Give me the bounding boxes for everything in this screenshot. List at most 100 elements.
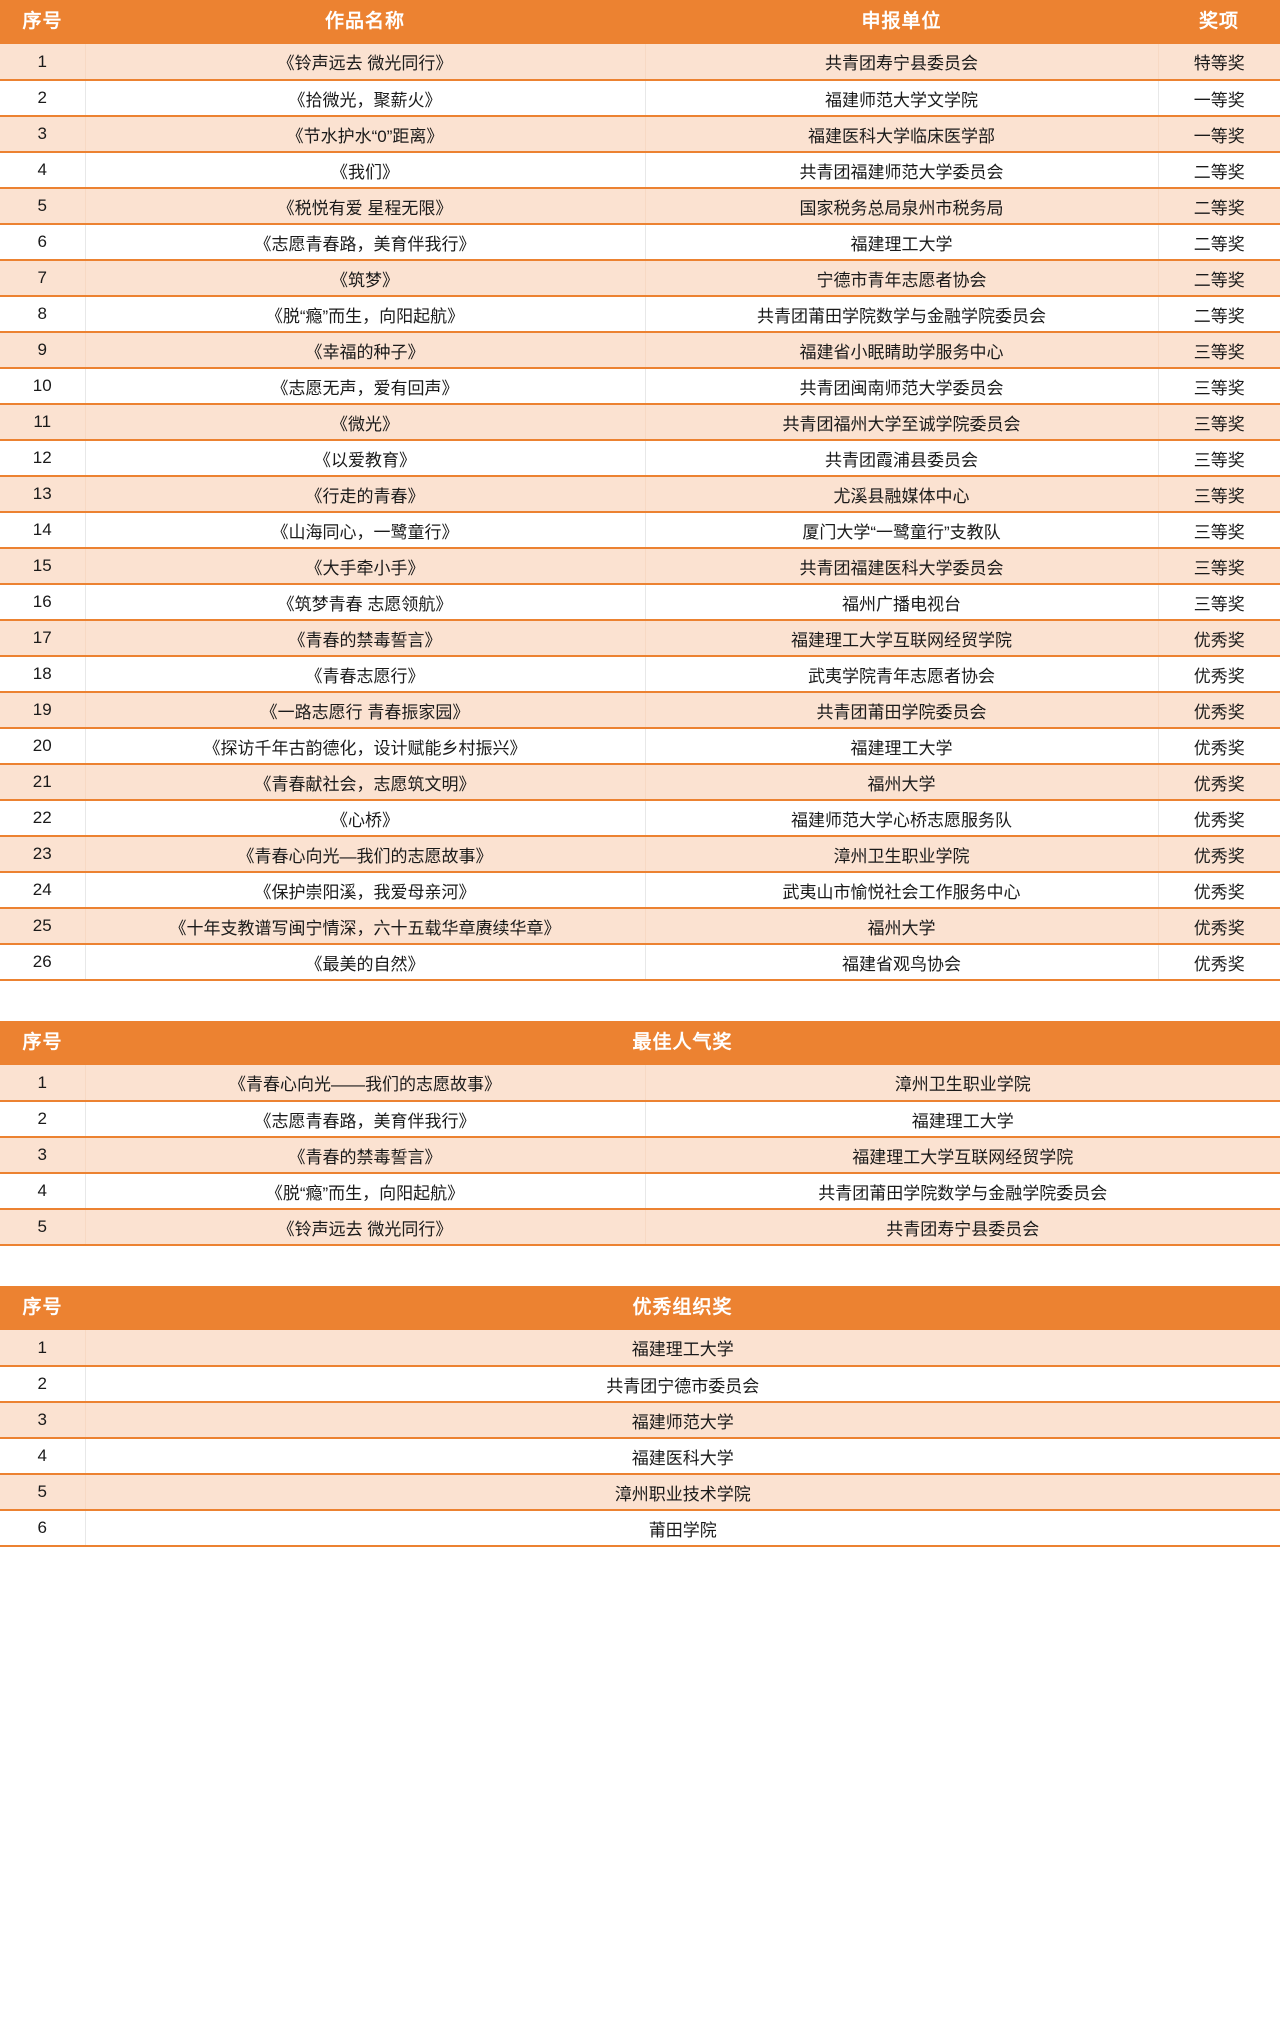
cell-award-level: 二等奖 (1158, 224, 1280, 261)
cell-index: 12 (0, 440, 86, 477)
cell-work-title: 《青春志愿行》 (85, 656, 646, 693)
cell-award-level: 二等奖 (1158, 152, 1280, 189)
cell-declaring-unit: 福建省观鸟协会 (645, 944, 1159, 981)
cell-index: 3 (0, 116, 86, 153)
cell-index: 11 (0, 404, 86, 441)
organization-award-header: 序号 优秀组织奖 (0, 1286, 1280, 1330)
table-row: 2 共青团宁德市委员会 (0, 1366, 1280, 1403)
cell-work-title: 《大手牵小手》 (85, 548, 646, 585)
cell-award-level: 二等奖 (1158, 296, 1280, 333)
cell-work-title: 《心桥》 (85, 800, 646, 837)
popularity-award-body: 1 《青春心向光——我们的志愿故事》 漳州卫生职业学院 2 《志愿青春路，美育伴我行》福… (0, 1065, 1280, 1246)
main-awards-body: 1 《铃声远去 微光同行》 共青团寿宁县委员会 特等奖 2 《拾微光，聚薪火》 福建师范大学… (0, 44, 1280, 981)
cell-work-title: 《志愿青春路，美育伴我行》 (85, 1101, 646, 1138)
cell-index: 3 (0, 1402, 86, 1439)
cell-index: 1 (0, 1065, 86, 1102)
table-row: 10 《志愿无声，爱有回声》 共青团闽南师范大学委员会 三等奖 (0, 368, 1280, 405)
cell-declaring-unit: 福建师范大学心桥志愿服务队 (645, 800, 1159, 837)
cell-work-title: 《铃声远去 微光同行》 (85, 44, 646, 81)
cell-index: 21 (0, 764, 86, 801)
cell-declaring-unit: 福建师范大学文学院 (645, 80, 1159, 117)
cell-award-level: 优秀奖 (1158, 872, 1280, 909)
cell-award-level: 优秀奖 (1158, 944, 1280, 981)
cell-index: 1 (0, 1330, 86, 1367)
cell-declaring-unit: 厦门大学“一鹭童行”支教队 (645, 512, 1159, 549)
table-row: 3 《青春的禁毒誓言》 福建理工大学互联网经贸学院 (0, 1137, 1280, 1174)
table-row: 15 《大手牵小手》 共青团福建医科大学委员会 三等奖 (0, 548, 1280, 585)
table-row: 16 《筑梦青春 志愿领航》 福州广播电视台 三等奖 (0, 584, 1280, 621)
table-row: 18 《青春志愿行》 武夷学院青年志愿者协会 优秀奖 (0, 656, 1280, 693)
cell-declaring-unit: 共青团莆田学院数学与金融学院委员会 (645, 296, 1159, 333)
cell-work-title: 《山海同心，一鹭童行》 (85, 512, 646, 549)
table-row: 7 《筑梦》 宁德市青年志愿者协会 二等奖 (0, 260, 1280, 297)
cell-index: 4 (0, 152, 86, 189)
cell-work-title: 《以爱教育》 (85, 440, 646, 477)
cell-award-level: 一等奖 (1158, 80, 1280, 117)
cell-work-title: 《节水护水“0”距离》 (85, 116, 646, 153)
table-row: 14 《山海同心，一鹭童行》 厦门大学“一鹭童行”支教队 三等奖 (0, 512, 1280, 549)
cell-work-title: 《脱“瘾”而生，向阳起航》 (85, 296, 646, 333)
cell-work-title: 《青春的禁毒誓言》 (85, 1137, 646, 1174)
cell-index: 25 (0, 908, 86, 945)
column-header-unit: 申报单位 (645, 0, 1158, 44)
table-row: 25 《十年支教谱写闽宁情深，六十五载华章赓续华章》 福州大学 优秀奖 (0, 908, 1280, 945)
cell-index: 2 (0, 80, 86, 117)
table-row: 13 《行走的青春》 尤溪县融媒体中心 三等奖 (0, 476, 1280, 513)
table-row: 17 《青春的禁毒誓言》 福建理工大学互联网经贸学院 优秀奖 (0, 620, 1280, 657)
cell-work-title: 《筑梦青春 志愿领航》 (85, 584, 646, 621)
cell-work-title: 《青春献社会，志愿筑文明》 (85, 764, 646, 801)
popularity-award-table: 序号 最佳人气奖 1 《青春心向光——我们的志愿故事》 漳州卫生职业学院 2 《志愿青春… (0, 1021, 1280, 1246)
cell-declaring-unit: 福建省小眠睛助学服务中心 (645, 332, 1159, 369)
cell-organization-name: 漳州职业技术学院 (85, 1474, 1280, 1511)
cell-declaring-unit: 共青团寿宁县委员会 (645, 1209, 1280, 1246)
cell-declaring-unit: 宁德市青年志愿者协会 (645, 260, 1159, 297)
cell-index: 23 (0, 836, 86, 873)
cell-work-title: 《一路志愿行 青春振家园》 (85, 692, 646, 729)
cell-index: 16 (0, 584, 86, 621)
cell-index: 4 (0, 1173, 86, 1210)
cell-work-title: 《筑梦》 (85, 260, 646, 297)
cell-organization-name: 福建医科大学 (85, 1438, 1280, 1475)
popularity-award-header: 序号 最佳人气奖 (0, 1021, 1280, 1065)
cell-award-level: 优秀奖 (1158, 656, 1280, 693)
cell-index: 5 (0, 1474, 86, 1511)
table-row: 21 《青春献社会，志愿筑文明》 福州大学 优秀奖 (0, 764, 1280, 801)
cell-declaring-unit: 福建理工大学 (645, 1101, 1280, 1138)
cell-index: 1 (0, 44, 86, 81)
cell-declaring-unit: 武夷山市愉悦社会工作服务中心 (645, 872, 1159, 909)
column-header-index: 序号 (0, 1286, 85, 1330)
cell-declaring-unit: 福州大学 (645, 908, 1159, 945)
cell-index: 10 (0, 368, 86, 405)
table-spacer-1 (0, 981, 1280, 1021)
column-header-title: 作品名称 (85, 0, 645, 44)
organization-award-table: 序号 优秀组织奖 1 福建理工大学 2 共青团宁德市委员会 3 福建师范大学 4 福建医科大学… (0, 1286, 1280, 1547)
cell-index: 20 (0, 728, 86, 765)
table-row: 19 《一路志愿行 青春振家园》 共青团莆田学院委员会 优秀奖 (0, 692, 1280, 729)
cell-work-title: 《拾微光，聚薪火》 (85, 80, 646, 117)
table-row: 22 《心桥》 福建师范大学心桥志愿服务队 优秀奖 (0, 800, 1280, 837)
cell-award-level: 特等奖 (1158, 44, 1280, 81)
cell-declaring-unit: 共青团莆田学院委员会 (645, 692, 1159, 729)
cell-work-title: 《探访千年古韵德化，设计赋能乡村振兴》 (85, 728, 646, 765)
table-row: 9 《幸福的种子》 福建省小眠睛助学服务中心 三等奖 (0, 332, 1280, 369)
cell-work-title: 《铃声远去 微光同行》 (85, 1209, 646, 1246)
header-row: 序号 优秀组织奖 (0, 1286, 1280, 1330)
table-row: 4 《我们》 共青团福建师范大学委员会 二等奖 (0, 152, 1280, 189)
cell-declaring-unit: 福建理工大学 (645, 728, 1159, 765)
cell-award-level: 三等奖 (1158, 476, 1280, 513)
table-row: 5 漳州职业技术学院 (0, 1474, 1280, 1511)
cell-index: 22 (0, 800, 86, 837)
cell-declaring-unit: 国家税务总局泉州市税务局 (645, 188, 1159, 225)
cell-index: 19 (0, 692, 86, 729)
cell-work-title: 《最美的自然》 (85, 944, 646, 981)
cell-index: 5 (0, 188, 86, 225)
cell-work-title: 《青春的禁毒誓言》 (85, 620, 646, 657)
cell-award-level: 二等奖 (1158, 260, 1280, 297)
cell-declaring-unit: 共青团福州大学至诚学院委员会 (645, 404, 1159, 441)
table-row: 4 《脱“瘾”而生，向阳起航》 共青团莆田学院数学与金融学院委员会 (0, 1173, 1280, 1210)
cell-declaring-unit: 福建理工大学互联网经贸学院 (645, 620, 1159, 657)
table-row: 5 《税悦有爱 星程无限》 国家税务总局泉州市税务局 二等奖 (0, 188, 1280, 225)
organization-award-body: 1 福建理工大学 2 共青团宁德市委员会 3 福建师范大学 4 福建医科大学 5 漳州职业技术学院… (0, 1330, 1280, 1547)
cell-declaring-unit: 福建医科大学临床医学部 (645, 116, 1159, 153)
cell-declaring-unit: 共青团莆田学院数学与金融学院委员会 (645, 1173, 1280, 1210)
